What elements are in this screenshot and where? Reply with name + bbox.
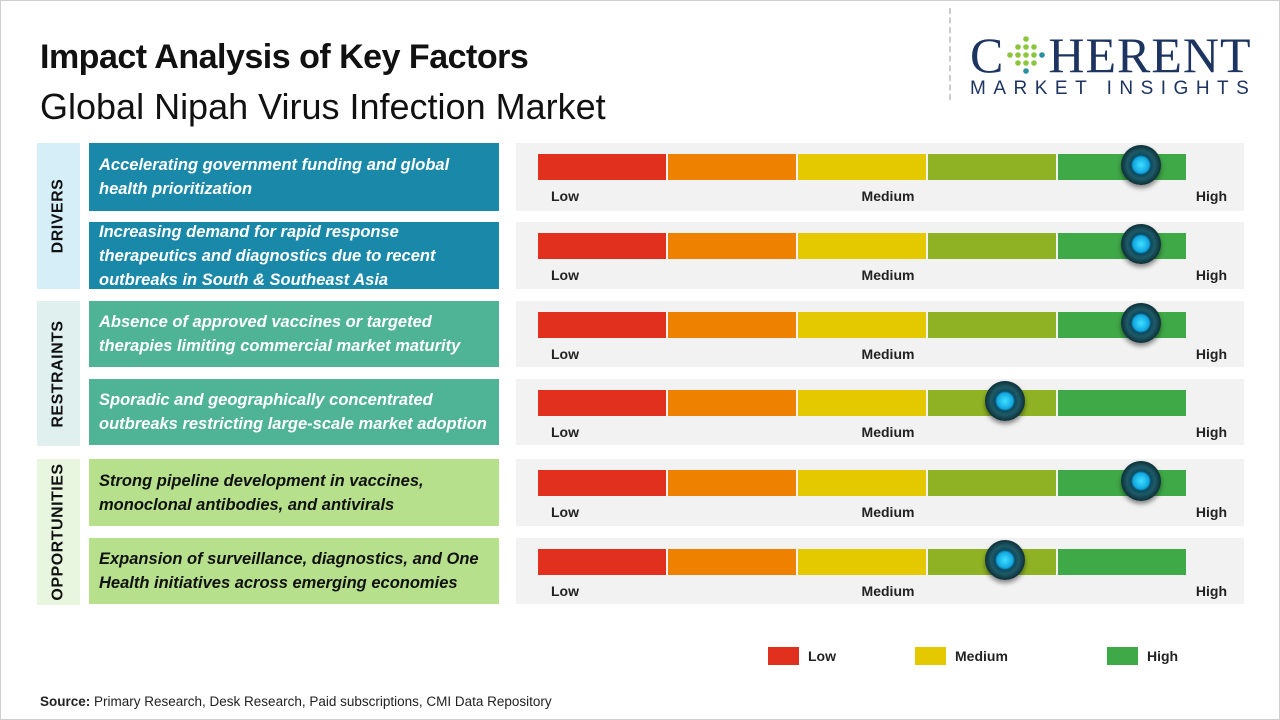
gauge-segment — [668, 470, 796, 496]
gauge-medium-label: Medium — [861, 188, 915, 204]
gauge-high-label: High — [1195, 424, 1227, 440]
group-label-opportunities: OPPORTUNITIES — [37, 459, 80, 605]
gauge-medium-label: Medium — [861, 346, 915, 362]
gauge-segment — [798, 233, 926, 259]
impact-gauge: Low Medium High — [516, 538, 1244, 604]
factor-text: Absence of approved vaccines or targeted… — [99, 313, 461, 355]
gauge-medium-label: Medium — [861, 504, 915, 520]
gauge-medium-label: Medium — [861, 267, 915, 283]
gauge-high-label: High — [1195, 267, 1227, 283]
legend-swatch — [768, 647, 799, 665]
gauge-bar — [538, 233, 1186, 259]
logo-word: HERENT — [1048, 27, 1252, 83]
gauge-segment — [798, 390, 926, 416]
legend-item-low: Low — [768, 647, 836, 665]
gauge-indicator-knob — [1120, 303, 1161, 343]
factor-text: Sporadic and geographically concentrated… — [99, 391, 487, 433]
gauge-low-label: Low — [551, 583, 579, 599]
gauge-indicator-knob — [984, 381, 1025, 421]
factor-text: Strong pipeline development in vaccines,… — [99, 471, 424, 514]
gauge-segment — [668, 233, 796, 259]
gauge-segment — [668, 549, 796, 575]
factor-text-box: Increasing demand for rapid response the… — [89, 222, 499, 289]
gauge-bar — [538, 154, 1186, 180]
factor-text-box: Expansion of surveillance, diagnostics, … — [89, 538, 499, 604]
gauge-indicator-knob — [984, 540, 1025, 580]
impact-gauge: Low Medium High — [516, 301, 1244, 367]
gauge-indicator-knob — [1120, 145, 1161, 185]
legend-item-high: High — [1107, 647, 1178, 665]
factor-text-box: Absence of approved vaccines or targeted… — [89, 301, 499, 367]
gauge-indicator-knob — [1120, 461, 1161, 501]
gauge-segment — [668, 312, 796, 338]
gauge-segment — [928, 154, 1056, 180]
gauge-low-label: Low — [551, 346, 579, 362]
gauge-segment — [538, 312, 666, 338]
gauge-bar — [538, 390, 1186, 416]
factor-text: Accelerating government funding and glob… — [99, 156, 450, 198]
legend-swatch — [915, 647, 946, 665]
gauge-segment — [928, 233, 1056, 259]
group-label-text: OPPORTUNITIES — [49, 463, 67, 601]
gauge-segment — [798, 470, 926, 496]
impact-gauge: Low Medium High — [516, 459, 1244, 526]
gauge-segment — [798, 312, 926, 338]
legend-label: High — [1147, 648, 1179, 664]
page-subtitle: Global Nipah Virus Infection Market — [40, 86, 606, 127]
divider — [949, 8, 951, 100]
gauge-segment — [1058, 549, 1186, 575]
gauge-bar — [538, 312, 1186, 338]
source-note: Source: Primary Research, Desk Research,… — [40, 694, 552, 709]
gauge-low-label: Low — [551, 188, 579, 204]
factor-text-box: Accelerating government funding and glob… — [89, 143, 499, 211]
page-title: Impact Analysis of Key Factors — [40, 38, 529, 76]
gauge-indicator-knob — [1120, 224, 1161, 264]
logo-letter: C — [970, 27, 1005, 83]
legend-swatch — [1107, 647, 1138, 665]
gauge-low-label: Low — [551, 424, 579, 440]
source-text: Primary Research, Desk Research, Paid su… — [90, 694, 552, 709]
group-label-drivers: DRIVERS — [37, 143, 80, 289]
impact-gauge: Low Medium High — [516, 222, 1244, 289]
gauge-segment — [1058, 390, 1186, 416]
gauge-high-label: High — [1195, 583, 1227, 599]
group-label-restraints: RESTRAINTS — [37, 301, 80, 446]
gauge-segment — [798, 549, 926, 575]
gauge-high-label: High — [1195, 504, 1227, 520]
gauge-segment — [928, 470, 1056, 496]
impact-gauge: Low Medium High — [516, 379, 1244, 445]
factor-text-box: Sporadic and geographically concentrated… — [89, 379, 499, 445]
gauge-segment — [928, 312, 1056, 338]
gauge-medium-label: Medium — [861, 424, 915, 440]
factor-text: Increasing demand for rapid response the… — [99, 222, 436, 289]
globe-dots-icon — [1007, 36, 1046, 74]
gauge-segment — [668, 390, 796, 416]
gauge-low-label: Low — [551, 504, 579, 520]
gauge-segment — [668, 154, 796, 180]
source-label: Source: — [40, 694, 91, 709]
gauge-segment — [538, 233, 666, 259]
factor-text: Expansion of surveillance, diagnostics, … — [99, 550, 479, 592]
gauge-segment — [538, 390, 666, 416]
legend-item-medium: Medium — [915, 647, 1008, 665]
impact-gauge: Low Medium High — [516, 143, 1244, 211]
gauge-medium-label: Medium — [861, 583, 915, 599]
gauge-bar — [538, 470, 1186, 496]
legend-label: Low — [808, 648, 836, 664]
legend-label: Medium — [955, 648, 1008, 664]
gauge-high-label: High — [1195, 346, 1227, 362]
company-logo: C HERENT MARKET INSIGHTS — [970, 30, 1260, 100]
group-label-text: RESTRAINTS — [49, 319, 67, 428]
gauge-low-label: Low — [551, 267, 579, 283]
gauge-segment — [798, 154, 926, 180]
gauge-segment — [538, 154, 666, 180]
gauge-high-label: High — [1195, 188, 1227, 204]
group-label-text: DRIVERS — [49, 178, 67, 254]
factor-text-box: Strong pipeline development in vaccines,… — [89, 459, 499, 526]
gauge-bar — [538, 549, 1186, 575]
gauge-segment — [538, 470, 666, 496]
logo-subtitle: MARKET INSIGHTS — [970, 78, 1257, 99]
gauge-segment — [538, 549, 666, 575]
